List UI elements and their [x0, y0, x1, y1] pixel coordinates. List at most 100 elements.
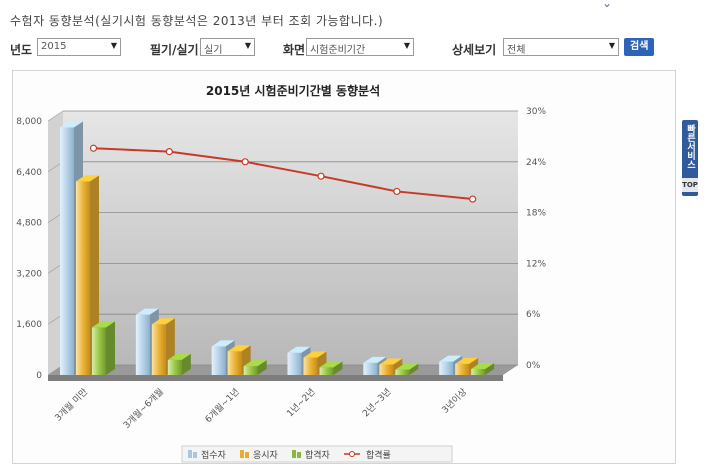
y-left-tick-label: 4,800	[16, 219, 42, 229]
year-select-value: 2015	[41, 41, 67, 52]
bar-sit-top	[76, 175, 99, 182]
detail-label: 상세보기	[452, 43, 497, 57]
bar-pass-front	[243, 366, 258, 375]
bar-sit-front	[455, 363, 470, 375]
dropdown-arrow-icon: ▼	[110, 41, 117, 50]
bar-apply-front	[135, 314, 150, 375]
bar-pass-top	[319, 361, 343, 368]
y-left-tick-label: 6,400	[16, 168, 42, 178]
line-pass-rate-point	[469, 195, 477, 203]
dropdown-arrow-icon: ▼	[403, 41, 410, 50]
bar-sit-top	[303, 351, 327, 358]
x-tick-label: 3년이상	[440, 386, 469, 415]
bar-pass-side	[485, 362, 495, 375]
y-right-tick-label: 24%	[526, 158, 546, 168]
year-label: 년도	[10, 43, 33, 57]
bar-sit-top	[151, 318, 175, 325]
line-pass-rate-point	[317, 172, 325, 180]
legend-rate-marker	[349, 451, 355, 457]
dropdown-arrow-icon: ▼	[244, 41, 251, 50]
bar-pass-side	[106, 321, 115, 375]
bar-apply-front	[439, 361, 454, 375]
bar-pass	[471, 362, 495, 375]
plot-floor-edge	[48, 375, 503, 381]
line-pass-rate-point	[89, 144, 98, 152]
y-left-tick-label: 8,000	[16, 117, 42, 127]
bar-sit-top	[227, 345, 251, 352]
bar-sit-front	[227, 351, 242, 375]
bar-pass-side	[333, 361, 343, 375]
bar-apply-top	[135, 308, 159, 315]
bar-apply-top	[60, 121, 83, 128]
chart-legend	[181, 445, 453, 463]
bar-sit-top	[455, 357, 479, 364]
y-right-tick-label: 18%	[526, 209, 546, 219]
x-tick-label: 3개월 미만	[52, 386, 90, 424]
bar-apply-top	[211, 340, 235, 347]
legend-sit-label: 응시자	[253, 450, 279, 461]
exam-type-label: 필기/실기	[150, 43, 199, 57]
bar-pass-front	[471, 368, 486, 375]
legend-sit-swatch	[245, 452, 249, 458]
line-pass-rate-point	[165, 148, 173, 156]
search-button[interactable]: 검색	[624, 38, 655, 56]
line-pass-rate-point	[393, 187, 401, 196]
y-left-tick-label: 1,600	[16, 320, 42, 330]
bar-apply-front	[287, 352, 302, 375]
bar-pass	[243, 360, 267, 375]
detail-select[interactable]: 전체 ▼	[503, 38, 619, 56]
chart-title: 2015년 시험준비기간별 동향분석	[206, 83, 380, 98]
y-left-tick-label: 0	[36, 371, 42, 381]
bar-sit-front	[379, 364, 394, 375]
bar-pass-front	[167, 359, 182, 375]
plot-left-wall	[48, 111, 63, 375]
scroll-top-button[interactable]: TOP	[682, 178, 698, 192]
exam-type-select[interactable]: 실기 ▼	[200, 38, 255, 56]
x-tick-label: 3개월~6개월	[121, 386, 166, 431]
exam-type-select-value: 실기	[204, 45, 223, 56]
bar-pass	[167, 353, 191, 375]
bar-pass-side	[409, 363, 419, 375]
bar-pass-side	[257, 360, 267, 375]
legend-pass-swatch	[297, 452, 301, 458]
bar-pass-top	[395, 363, 419, 370]
bar-sit-front	[76, 181, 90, 375]
x-tick-label: 6개월~1년	[202, 386, 241, 425]
y-right-tick-label: 0%	[526, 361, 541, 371]
year-select[interactable]: 2015 ▼	[37, 38, 121, 56]
x-tick-label: 2년~3년	[361, 386, 394, 419]
legend-pass-label: 합격자	[305, 449, 331, 461]
bar-apply-top	[363, 356, 387, 363]
legend-rate-label: 합격률	[366, 449, 391, 461]
legend-pass-swatch	[292, 450, 296, 458]
legend-sit-swatch	[240, 450, 244, 458]
bar-apply-front	[60, 127, 74, 375]
page-title: 수험자 동향분석(실기시험 동향분석은 2013년 부터 조회 가능합니다.)	[10, 14, 384, 28]
gridline	[47, 110, 64, 122]
bar-pass-top	[243, 360, 267, 367]
detail-select-value: 전체	[507, 45, 526, 56]
line-pass-rate-point	[241, 158, 249, 166]
screen-label: 화면	[283, 43, 306, 57]
chevron-down-icon[interactable]: ⌄	[602, 0, 613, 10]
bar-pass-front	[319, 367, 334, 375]
dropdown-arrow-icon: ▼	[608, 41, 615, 50]
legend-apply-swatch	[188, 450, 192, 458]
bar-pass	[92, 321, 115, 375]
line-pass-rate	[93, 147, 473, 201]
y-left-tick-label: 3,200	[16, 269, 42, 279]
bar-pass-top	[471, 362, 495, 369]
bar-pass	[319, 361, 343, 375]
bar-sit-front	[151, 324, 166, 375]
bar-sit-front	[303, 357, 318, 375]
legend-apply-label: 접수자	[201, 449, 227, 461]
quick-service-label: 빠른서비스	[685, 124, 695, 169]
screen-select[interactable]: 시험준비기간 ▼	[306, 38, 414, 56]
bar-pass-top	[167, 353, 191, 360]
bar-apply-front	[211, 346, 226, 375]
y-right-tick-label: 12%	[526, 259, 546, 269]
bar-pass-front	[92, 327, 106, 375]
bar-pass	[395, 363, 419, 375]
bar-pass-top	[92, 321, 115, 328]
